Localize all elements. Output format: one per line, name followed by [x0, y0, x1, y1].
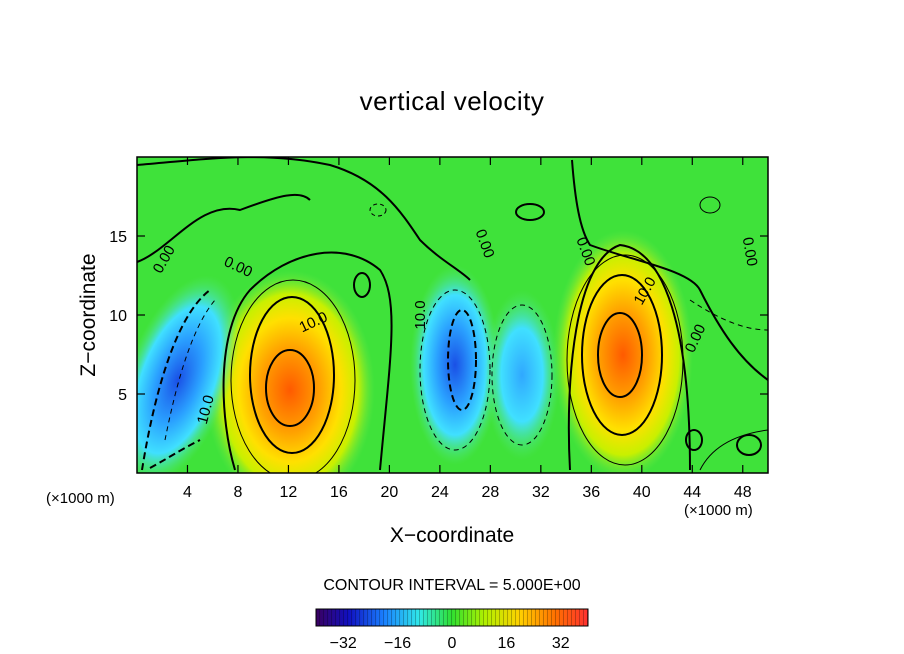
x-tick-label: 44 [683, 484, 701, 501]
y-tick-label: 15 [109, 229, 127, 246]
contour-lines [137, 157, 768, 473]
contour-value-label: 10.0 [412, 300, 429, 329]
x-tick-label: 12 [280, 484, 298, 501]
colorbar-tick-label: 16 [498, 635, 516, 652]
colorbar-tick-label: −16 [384, 635, 411, 652]
contour-interval-text: CONTOUR INTERVAL = 5.000E+00 [323, 577, 581, 594]
x-tick-label: 32 [532, 484, 550, 501]
colorbar-tick-label: 32 [552, 635, 570, 652]
x-tick-label: 40 [633, 484, 651, 501]
y-tick-label: 10 [109, 308, 127, 325]
x-unit-label-right: (×1000 m) [684, 502, 753, 519]
x-axis-label: X−coordinate [389, 524, 515, 547]
y-axis-ticks: 5 10 15 [109, 229, 768, 404]
x-tick-label: 4 [183, 484, 192, 501]
x-tick-label: 24 [431, 484, 449, 501]
x-unit-label-left: (×1000 m) [46, 490, 115, 507]
colorbar-frame [315, 608, 589, 627]
colorbar-segments [316, 609, 588, 626]
colorbar-tick-label: −32 [330, 635, 357, 652]
x-tick-label: 8 [234, 484, 243, 501]
contour-value-label: 10.0 [194, 393, 218, 426]
chart-title: vertical velocity [359, 86, 545, 116]
velocity-field [137, 157, 768, 473]
colorbar-ticks: −32 −16 0 16 32 [330, 635, 570, 652]
x-tick-label: 36 [582, 484, 600, 501]
x-tick-label: 48 [734, 484, 752, 501]
x-tick-label: 20 [381, 484, 399, 501]
y-tick-label: 5 [118, 387, 127, 404]
x-tick-label: 28 [481, 484, 499, 501]
x-axis-ticks: 4 8 12 16 20 24 28 32 36 40 44 48 [183, 157, 752, 501]
colorbar-tick-label: 0 [448, 635, 457, 652]
contour-value-label: 0.00 [739, 236, 761, 268]
x-tick-label: 16 [330, 484, 348, 501]
